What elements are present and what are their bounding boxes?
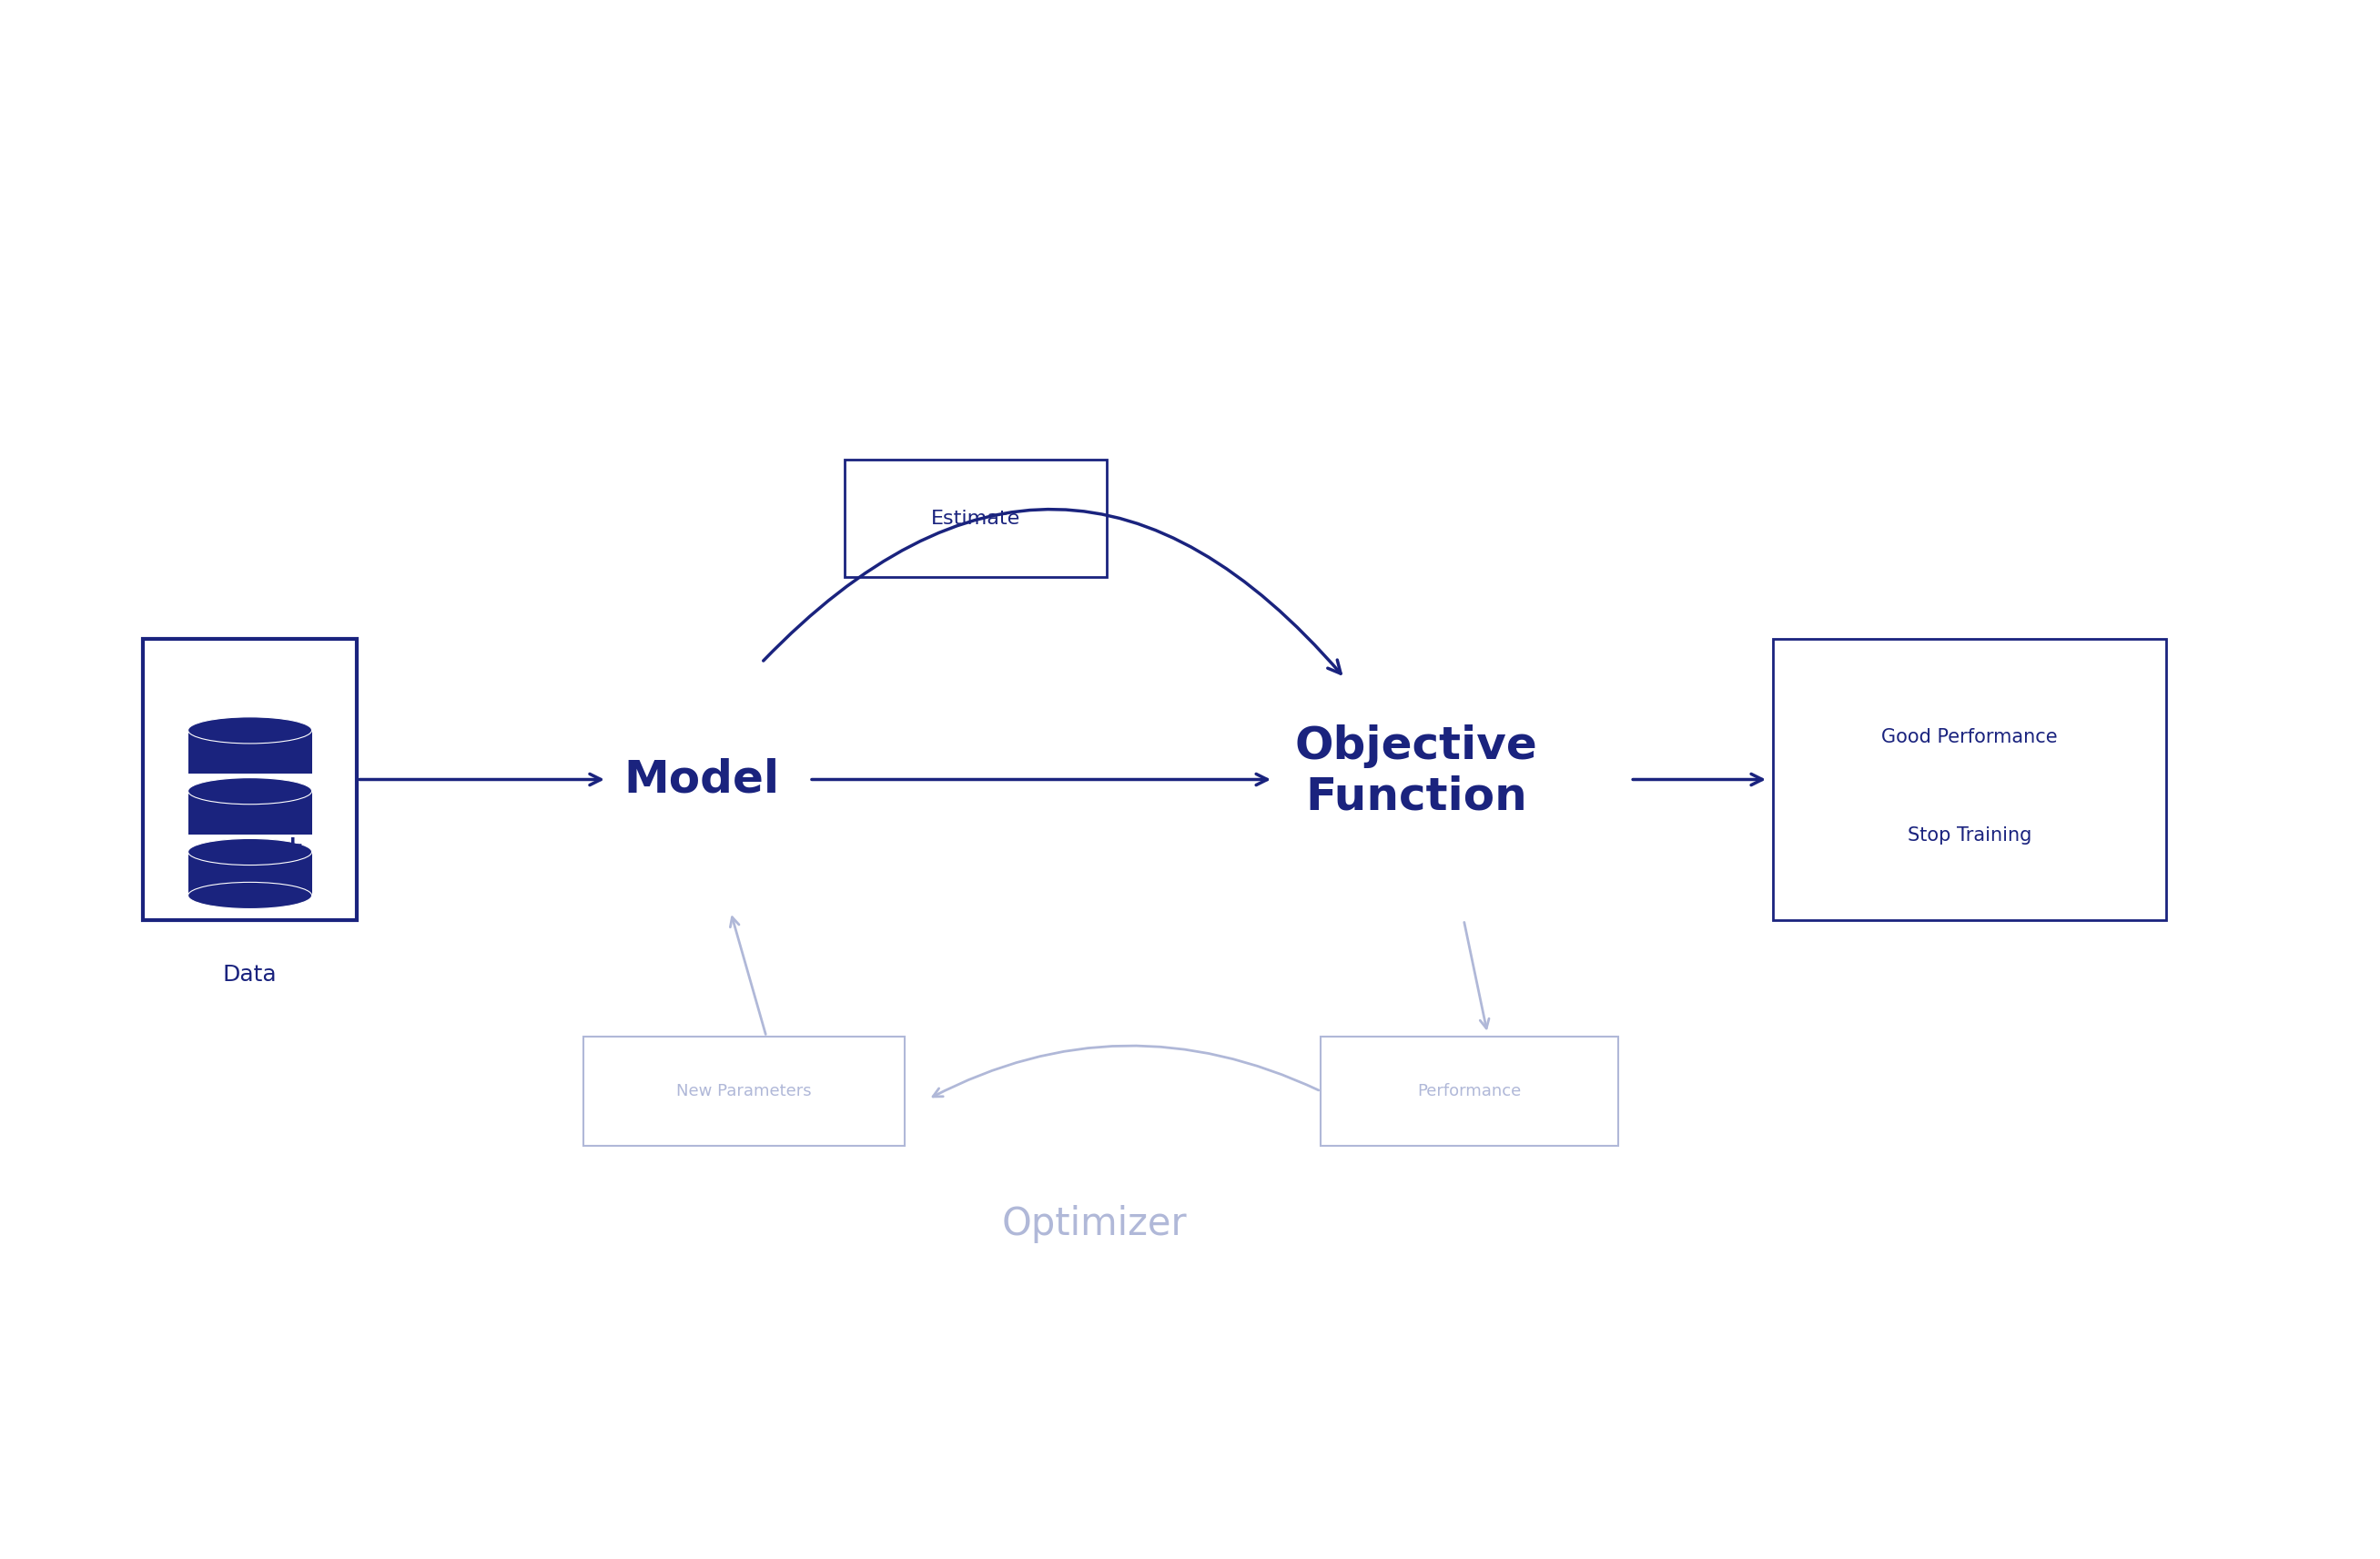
FancyBboxPatch shape [845, 460, 1107, 577]
Text: New Parameters: New Parameters [676, 1084, 812, 1099]
Bar [188, 851, 312, 895]
Text: Stop Training: Stop Training [1906, 826, 2033, 845]
Text: Optimizer: Optimizer [1002, 1205, 1188, 1243]
Ellipse shape [188, 717, 312, 744]
Ellipse shape [188, 839, 312, 865]
FancyBboxPatch shape [1773, 639, 2166, 920]
Text: Objective
Function: Objective Function [1295, 725, 1537, 818]
FancyBboxPatch shape [143, 639, 357, 920]
Bar [188, 730, 312, 773]
Text: Performance: Performance [1418, 1084, 1521, 1099]
Text: Model: Model [624, 758, 781, 801]
FancyBboxPatch shape [583, 1037, 904, 1146]
Text: Estimate: Estimate [931, 510, 1021, 527]
Text: Good Performance: Good Performance [1880, 728, 2059, 747]
Ellipse shape [188, 778, 312, 804]
Text: Data: Data [224, 963, 276, 985]
Ellipse shape [188, 882, 312, 909]
Text: +: + [281, 834, 305, 861]
FancyBboxPatch shape [1321, 1037, 1618, 1146]
Bar [188, 790, 312, 834]
